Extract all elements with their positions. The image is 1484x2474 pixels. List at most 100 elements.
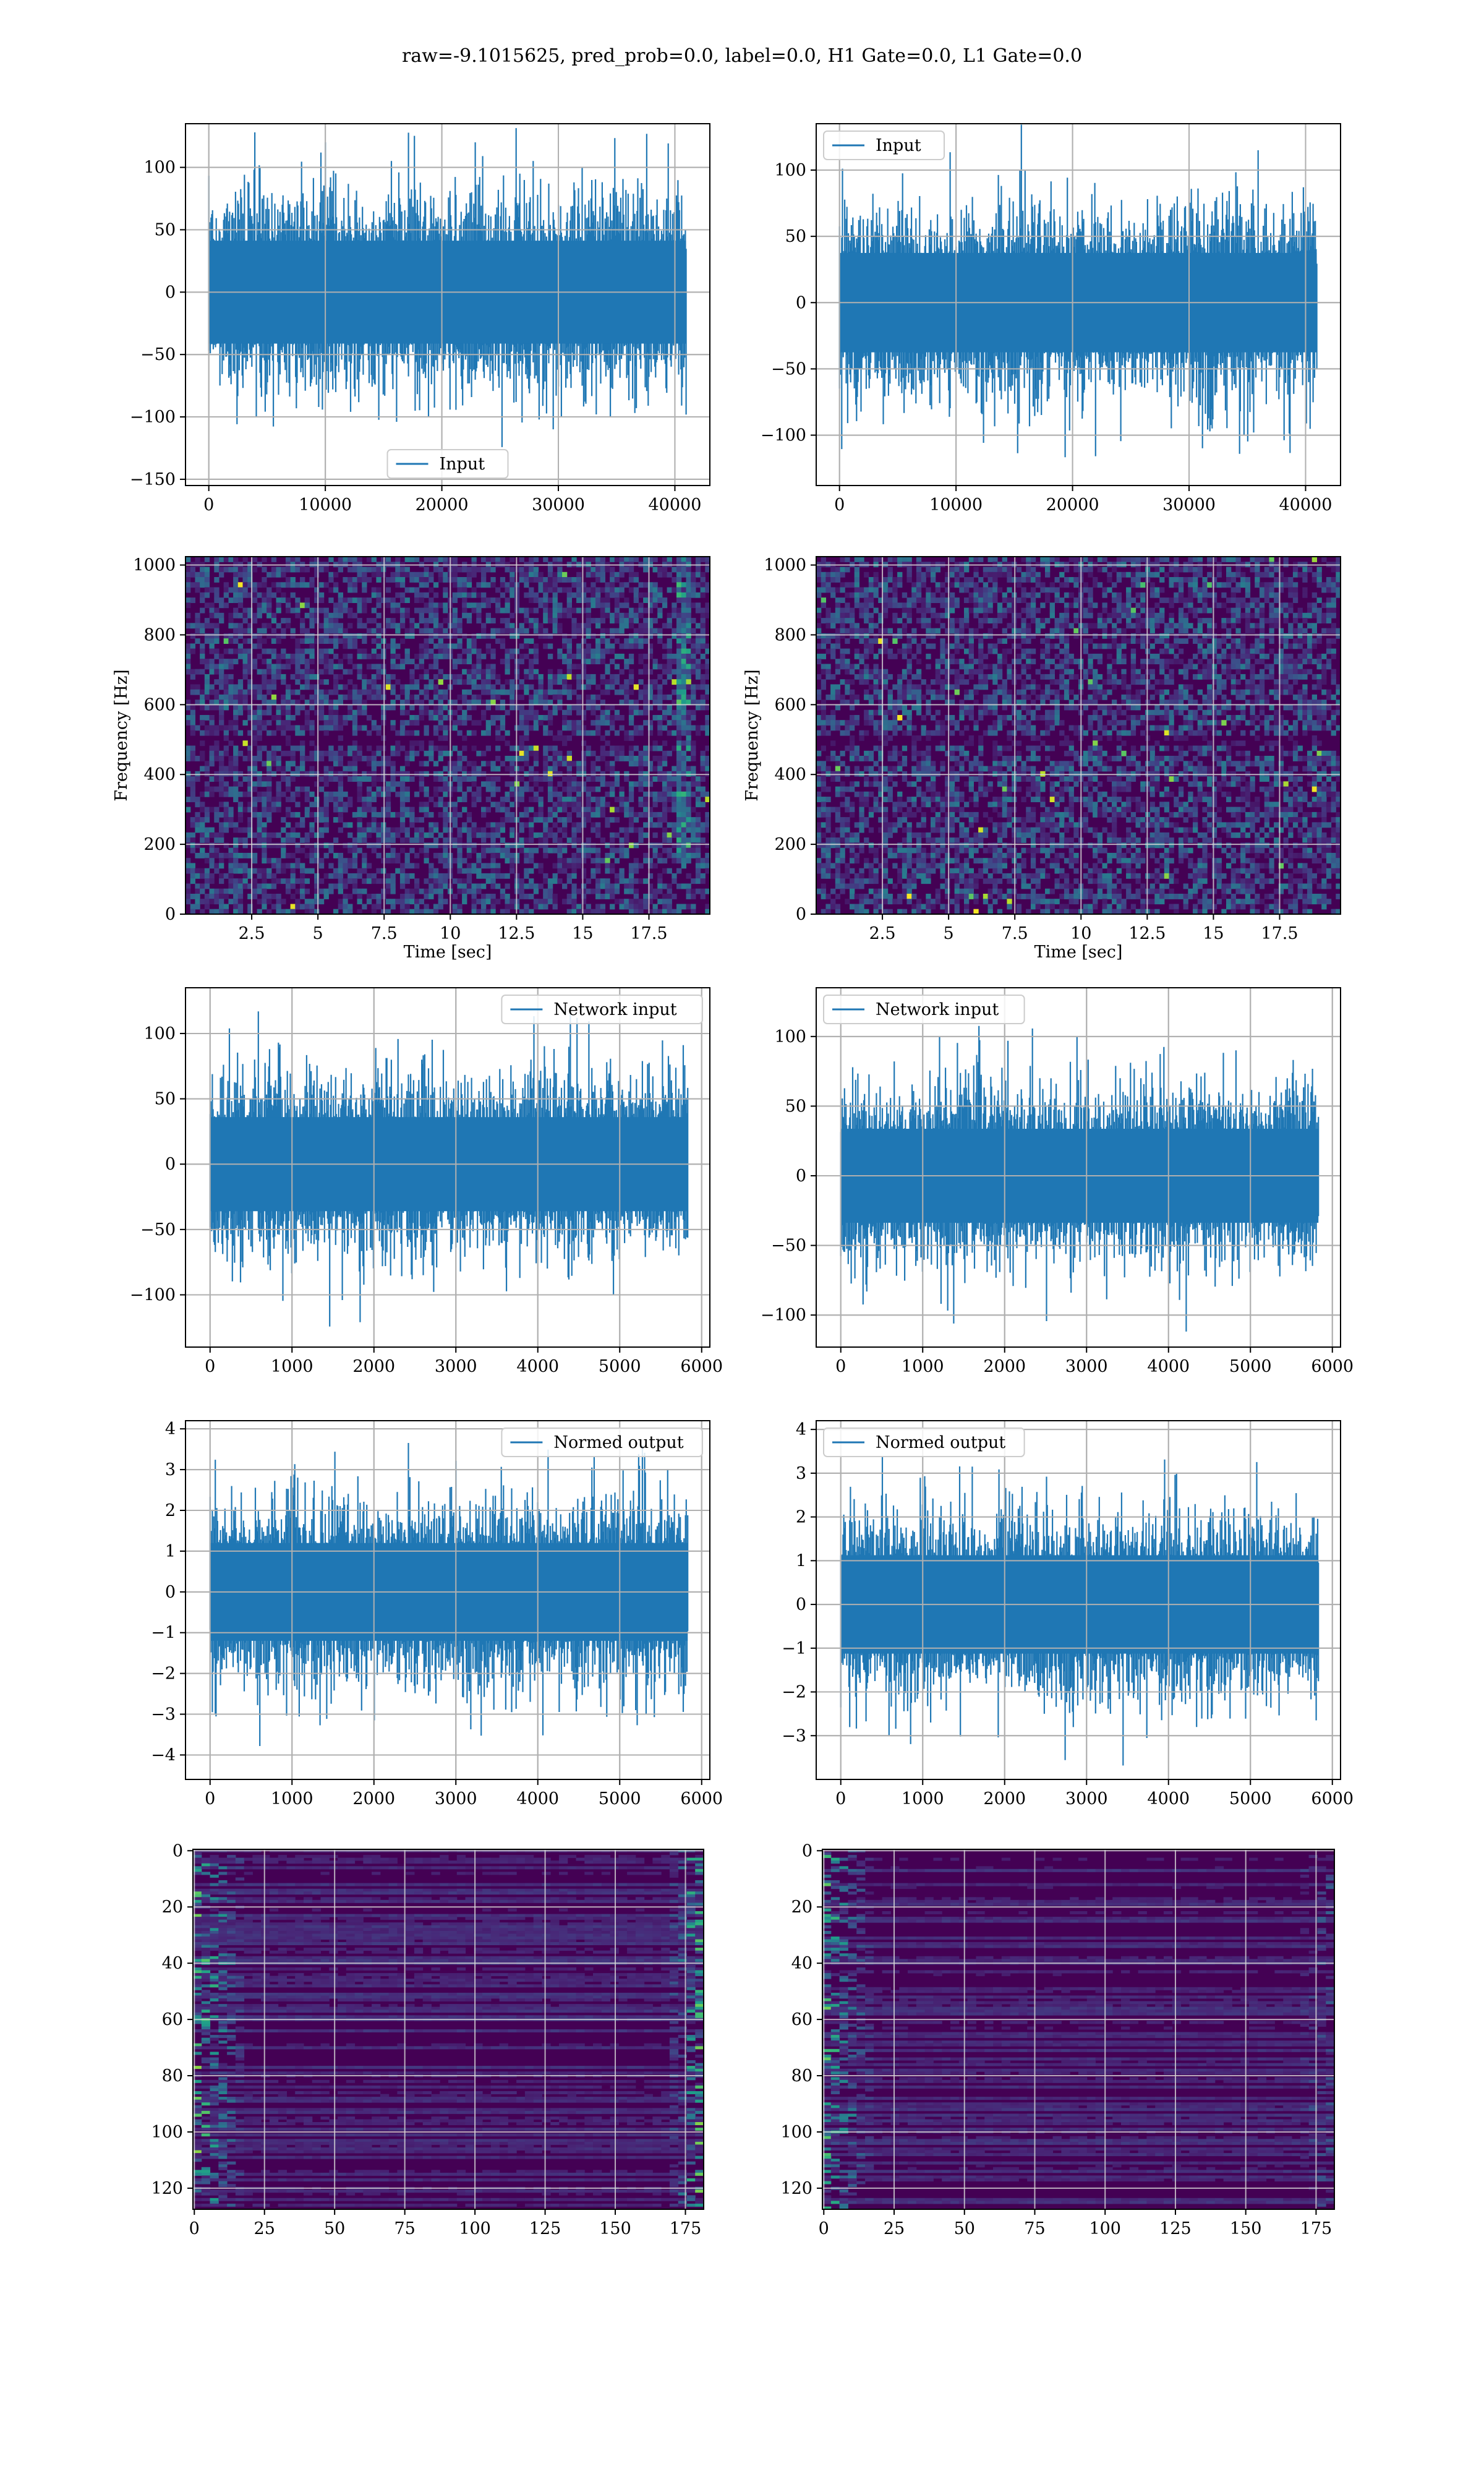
heatmap-cell	[219, 726, 224, 731]
heatmap-cell	[276, 638, 281, 644]
heatmap-cell	[595, 853, 600, 858]
heatmap-cell	[662, 602, 667, 608]
heatmap-cell	[534, 848, 539, 854]
heatmap-cell	[591, 873, 595, 879]
heatmap-cell	[620, 567, 625, 573]
heatmap-cell	[1045, 557, 1050, 562]
heatmap-cell	[305, 597, 310, 603]
heatmap-cell	[1217, 572, 1222, 578]
heatmap-cell	[214, 868, 219, 874]
heatmap-cell	[686, 582, 691, 588]
heatmap-cell	[586, 797, 591, 802]
heatmap-cell	[615, 833, 620, 838]
heatmap-cell	[295, 842, 300, 848]
heatmap-cell	[490, 720, 495, 726]
heatmap-cell	[490, 695, 495, 700]
heatmap-cell	[376, 669, 381, 675]
heatmap-cell	[190, 572, 195, 578]
heatmap-cell	[519, 828, 524, 833]
heatmap-cell	[638, 802, 643, 807]
heatmap-cell	[328, 720, 333, 726]
heatmap-cell	[391, 837, 396, 843]
heatmap-cell	[252, 812, 257, 818]
heatmap-cell	[524, 858, 529, 863]
heatmap-cell	[414, 608, 419, 614]
heatmap-cell	[391, 828, 396, 833]
heatmap-cell	[1302, 572, 1307, 578]
heatmap-cell	[701, 756, 706, 761]
heatmap-cell	[500, 557, 505, 562]
heatmap-cell	[696, 833, 701, 838]
heatmap-cell	[376, 664, 381, 669]
heatmap-cell	[291, 792, 296, 797]
heatmap-cell	[433, 787, 438, 792]
heatmap-cell	[343, 751, 348, 756]
heatmap-cell	[271, 842, 276, 848]
heatmap-cell	[262, 868, 267, 874]
heatmap-cell	[190, 756, 195, 761]
heatmap-cell	[586, 889, 591, 894]
heatmap-cell	[548, 878, 553, 884]
heatmap-cell	[286, 853, 291, 858]
heatmap-cell	[419, 577, 424, 583]
heatmap-cell	[557, 730, 562, 736]
heatmap-cell	[467, 828, 472, 833]
heatmap-cell	[662, 679, 667, 685]
heatmap-cell	[286, 695, 291, 700]
heatmap-cell	[276, 787, 281, 792]
heatmap-cell	[524, 618, 529, 623]
heatmap-cell	[233, 628, 238, 634]
heatmap-cell	[324, 889, 329, 894]
heatmap-cell	[291, 853, 296, 858]
heatmap-cell	[620, 654, 625, 659]
heatmap-cell	[476, 833, 481, 838]
heatmap-cell	[657, 797, 662, 802]
heatmap-cell	[376, 894, 381, 899]
heatmap-cell	[486, 720, 491, 726]
heatmap-cell	[691, 643, 696, 649]
heatmap-cell	[443, 602, 448, 608]
heatmap-cell	[433, 602, 438, 608]
heatmap-cell	[252, 884, 257, 889]
heatmap-cell	[281, 705, 286, 711]
heatmap-cell	[262, 746, 267, 751]
heatmap-cell	[267, 572, 271, 578]
heatmap-cell	[267, 807, 271, 813]
heatmap-cell	[295, 730, 300, 736]
heatmap-cell	[400, 746, 405, 751]
heatmap-cell	[691, 894, 696, 899]
heatmap-cell	[252, 664, 257, 669]
heatmap-cell	[352, 746, 357, 751]
heatmap-cell	[686, 597, 691, 603]
heatmap-cell	[352, 582, 357, 588]
heatmap-cell	[576, 822, 581, 828]
heatmap-cell	[224, 690, 229, 695]
heatmap-cell	[486, 557, 491, 562]
heatmap-cell	[543, 602, 548, 608]
heatmap-cell	[324, 628, 329, 634]
heatmap-cell	[620, 669, 625, 675]
heatmap-cell	[534, 812, 539, 818]
heatmap-cell	[505, 597, 510, 603]
heatmap-cell	[443, 643, 448, 649]
heatmap-cell	[539, 807, 544, 813]
heatmap-cell	[481, 572, 486, 578]
heatmap-cell	[696, 802, 701, 807]
heatmap-cell	[567, 608, 572, 614]
heatmap-cell	[262, 679, 267, 685]
heatmap-cell	[586, 674, 591, 680]
heatmap-cell	[319, 690, 324, 695]
heatmap-cell	[252, 761, 257, 766]
heatmap-cell	[1117, 577, 1122, 583]
heatmap-cell	[205, 868, 210, 874]
heatmap-cell	[348, 822, 352, 828]
heatmap-cell	[343, 868, 348, 874]
heatmap-cell	[701, 674, 706, 680]
heatmap-cell	[190, 751, 195, 756]
heatmap-cell	[252, 633, 257, 639]
heatmap-cell	[586, 643, 591, 649]
heatmap-cell	[424, 674, 429, 680]
heatmap-cell	[1007, 577, 1012, 583]
heatmap-cell	[438, 720, 443, 726]
heatmap-cell	[548, 730, 553, 736]
